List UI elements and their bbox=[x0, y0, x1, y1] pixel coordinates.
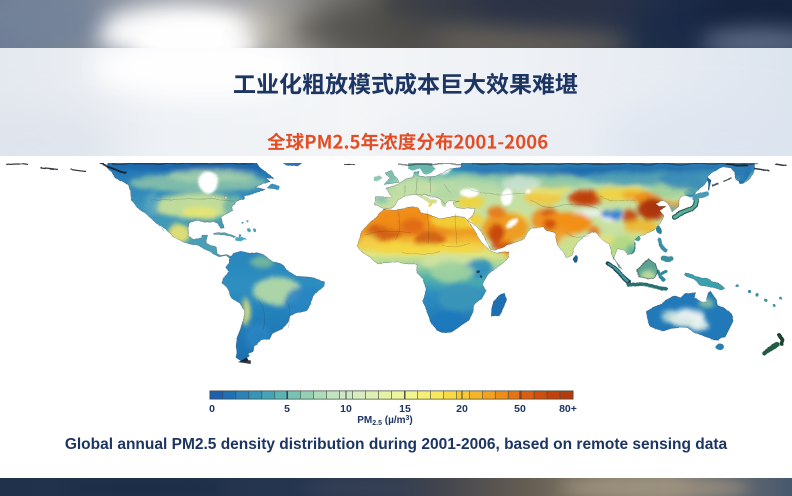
svg-text:80+: 80+ bbox=[559, 403, 577, 415]
svg-text:10: 10 bbox=[340, 403, 352, 415]
svg-text:50: 50 bbox=[514, 403, 526, 415]
svg-text:PM2.5 (µ/m3): PM2.5 (µ/m3) bbox=[357, 415, 413, 427]
svg-text:20: 20 bbox=[456, 403, 468, 415]
svg-text:15: 15 bbox=[399, 403, 411, 415]
svg-text:5: 5 bbox=[284, 403, 290, 415]
svg-text:0: 0 bbox=[209, 403, 215, 415]
